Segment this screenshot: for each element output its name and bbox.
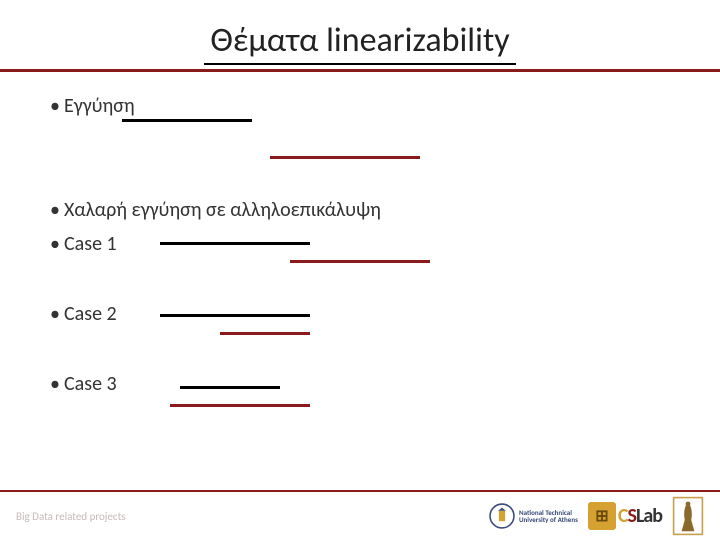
bullet-text: Εγγύηση [64, 94, 135, 118]
timeline-segment [160, 314, 310, 317]
timeline-segment [170, 404, 310, 407]
cslab-text: CSLab [618, 504, 662, 528]
bullet-case3: • Case 3 [50, 372, 670, 396]
bullet-dot-icon: • [50, 302, 64, 326]
bullet-case2: • Case 2 [50, 302, 670, 326]
timeline-segment [180, 386, 280, 389]
bullet-relaxed: • Χαλαρή εγγύηση σε αλληλοεπικάλυψη [50, 198, 670, 222]
timeline-segment [290, 260, 430, 263]
content-area: • Εγγύηση • Χαλαρή εγγύηση σε αλληλοεπικ… [0, 72, 720, 396]
cslab-letter-s: S [627, 504, 635, 528]
bullet-text: Case 3 [64, 372, 154, 396]
bullet-text: Case 1 [64, 232, 154, 256]
bullet-case1: • Case 1 [50, 232, 670, 256]
ntua-logo: National TechnicalUniversity of Athens [489, 503, 578, 529]
title-area: Θέματα linearizability [0, 0, 720, 65]
ntua-emblem-icon [489, 503, 515, 529]
bullet-text: Χαλαρή εγγύηση σε αλληλοεπικάλυψη [64, 198, 381, 222]
timeline-segment [122, 119, 252, 122]
ntua-label: National TechnicalUniversity of Athens [519, 509, 578, 523]
page-title: Θέματα linearizability [204, 20, 515, 65]
bullet-dot-icon: • [50, 94, 64, 118]
timeline-segment [270, 156, 420, 159]
footer-logos: National TechnicalUniversity of Athens ⊞… [489, 496, 704, 536]
timeline-segment [160, 242, 310, 245]
footer-caption: Big Data related projects [16, 510, 126, 523]
timeline-segment [220, 332, 310, 335]
bullet-text: Case 2 [64, 302, 154, 326]
bullet-guarantee: • Εγγύηση [50, 94, 670, 118]
bullet-dot-icon: • [50, 198, 64, 222]
statue-logo-icon [672, 496, 704, 536]
cslab-lab: Lab [636, 504, 662, 528]
bullet-dot-icon: • [50, 232, 64, 256]
bullet-dot-icon: • [50, 372, 64, 396]
cslab-logo: ⊞ CSLab [588, 502, 662, 530]
footer: Big Data related projects National Techn… [0, 490, 720, 540]
cslab-glyph-icon: ⊞ [588, 502, 616, 530]
